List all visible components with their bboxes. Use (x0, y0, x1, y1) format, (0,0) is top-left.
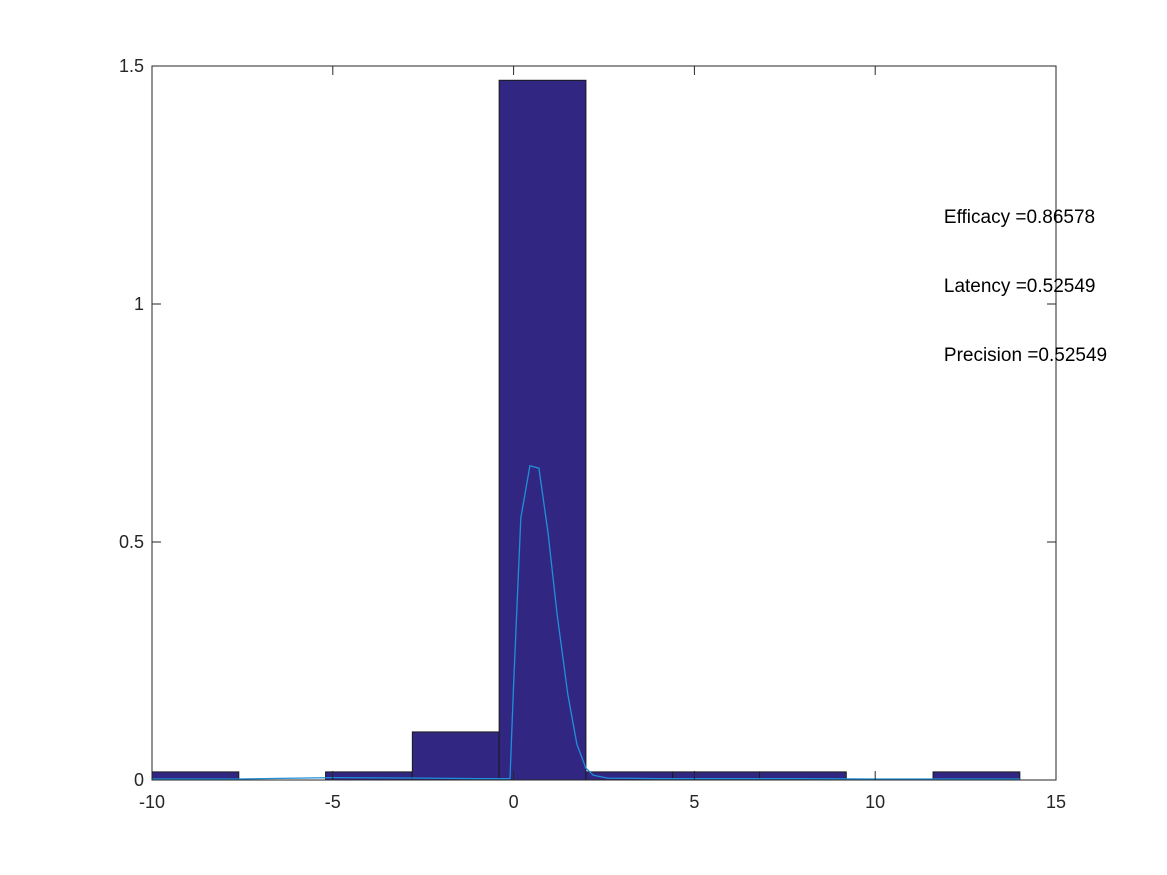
ticks-layer: -10 -5 0 5 10 15 0 0.5 1 1.5 (119, 56, 1066, 812)
x-tick-label: 15 (1046, 792, 1066, 812)
y-tick-label: 1 (134, 294, 144, 314)
annotation-3: Precision =0.52549 (944, 345, 1107, 366)
x-tick-label: 10 (865, 792, 885, 812)
annotations-layer: Efficacy =0.86578 Latency =0.52549 Precisi… (944, 207, 1107, 366)
x-tick-label: -5 (325, 792, 341, 812)
x-tick-label: -10 (139, 792, 165, 812)
y-tick-label: 0 (134, 770, 144, 790)
bars-layer (151, 79, 1021, 781)
annotation-2: Latency =0.52549 (944, 276, 1096, 297)
x-tick-label: 5 (689, 792, 699, 812)
x-tick-label: 0 (509, 792, 519, 812)
density-line (152, 464, 1020, 780)
axes-box (151, 65, 1057, 781)
line-layer (152, 464, 1020, 780)
histogram-bar-4 (411, 731, 500, 781)
histogram-bar-5 (498, 79, 587, 781)
histogram-bar-3 (325, 771, 413, 781)
annotation-1: Efficacy =0.86578 (944, 207, 1095, 228)
y-tick-label: 0.5 (119, 532, 144, 552)
y-tick-label: 1.5 (119, 56, 144, 76)
